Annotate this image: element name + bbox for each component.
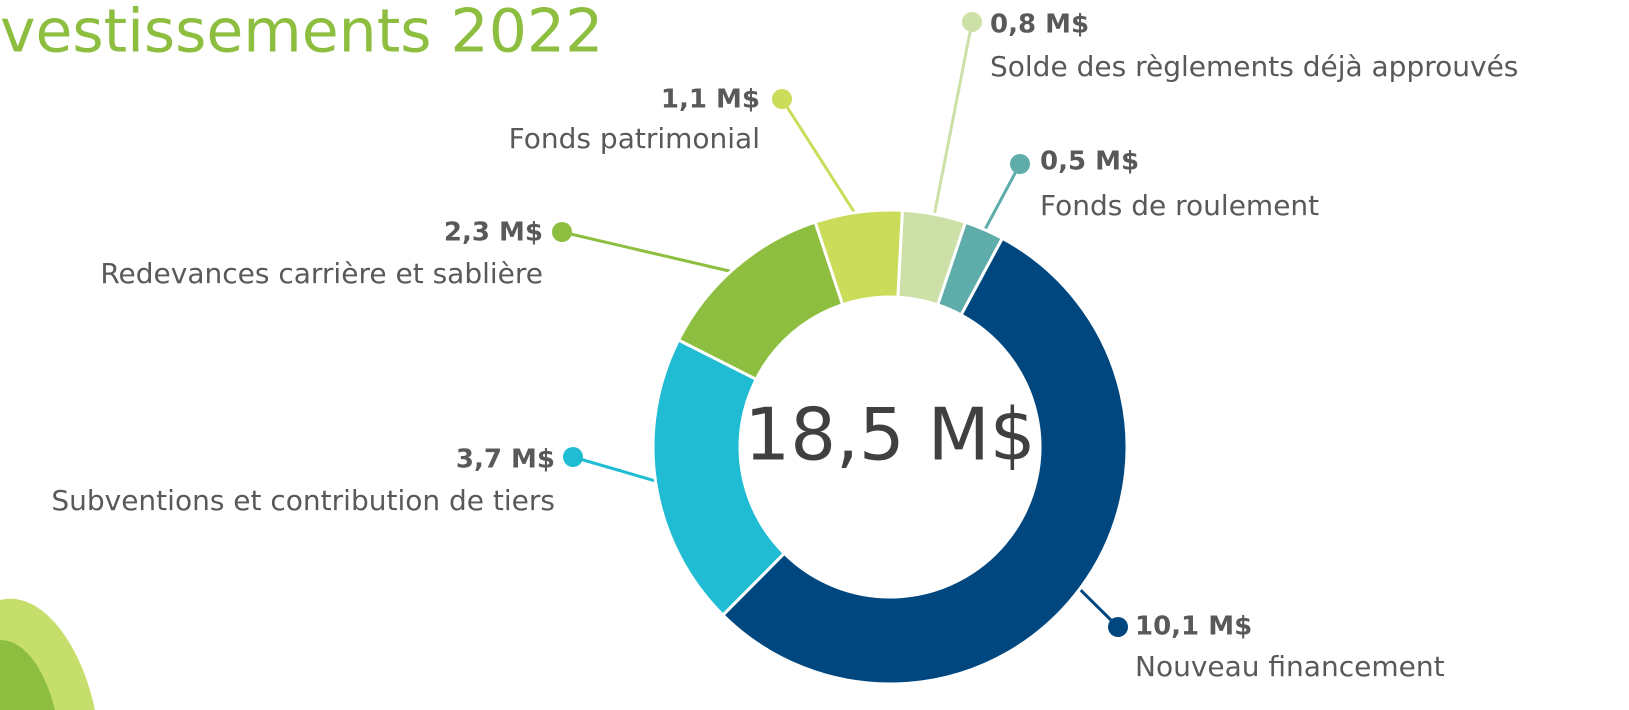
value-label: 0,8 M$ bbox=[990, 10, 1089, 40]
value-label: 3,7 M$ bbox=[456, 445, 555, 475]
leader-line bbox=[562, 232, 740, 274]
value-label: 2,3 M$ bbox=[444, 218, 543, 248]
chart-title: vestissements 2022 bbox=[0, 0, 603, 67]
leader-dot bbox=[1108, 617, 1128, 637]
value-label: 0,5 M$ bbox=[1040, 147, 1139, 177]
leader-line bbox=[981, 164, 1020, 237]
leader-dot bbox=[772, 89, 792, 109]
donut-segment bbox=[653, 340, 784, 615]
value-label: 10,1 M$ bbox=[1135, 612, 1252, 642]
category-label: Nouveau financement bbox=[1135, 650, 1445, 683]
leader-line bbox=[933, 22, 972, 222]
category-label: Fonds patrimonial bbox=[509, 122, 760, 155]
leader-line bbox=[782, 99, 859, 220]
value-label: 1,1 M$ bbox=[661, 85, 760, 115]
leader-line bbox=[573, 457, 664, 483]
leaf-decoration bbox=[0, 599, 95, 710]
center-label: 18,5 M$ bbox=[744, 393, 1035, 477]
leader-dot bbox=[563, 447, 583, 467]
category-label: Subventions et contribution de tiers bbox=[51, 484, 555, 517]
category-label: Solde des règlements déjà approuvés bbox=[990, 50, 1518, 83]
category-label: Redevances carrière et sablière bbox=[100, 257, 543, 290]
chart: vestissements 2022 18,5 M$ 0,8 M$ Solde d… bbox=[0, 0, 1629, 710]
category-label: Fonds de roulement bbox=[1040, 189, 1319, 222]
leader-dot bbox=[552, 222, 572, 242]
leader-dot bbox=[1010, 154, 1030, 174]
leader-dot bbox=[962, 12, 982, 32]
